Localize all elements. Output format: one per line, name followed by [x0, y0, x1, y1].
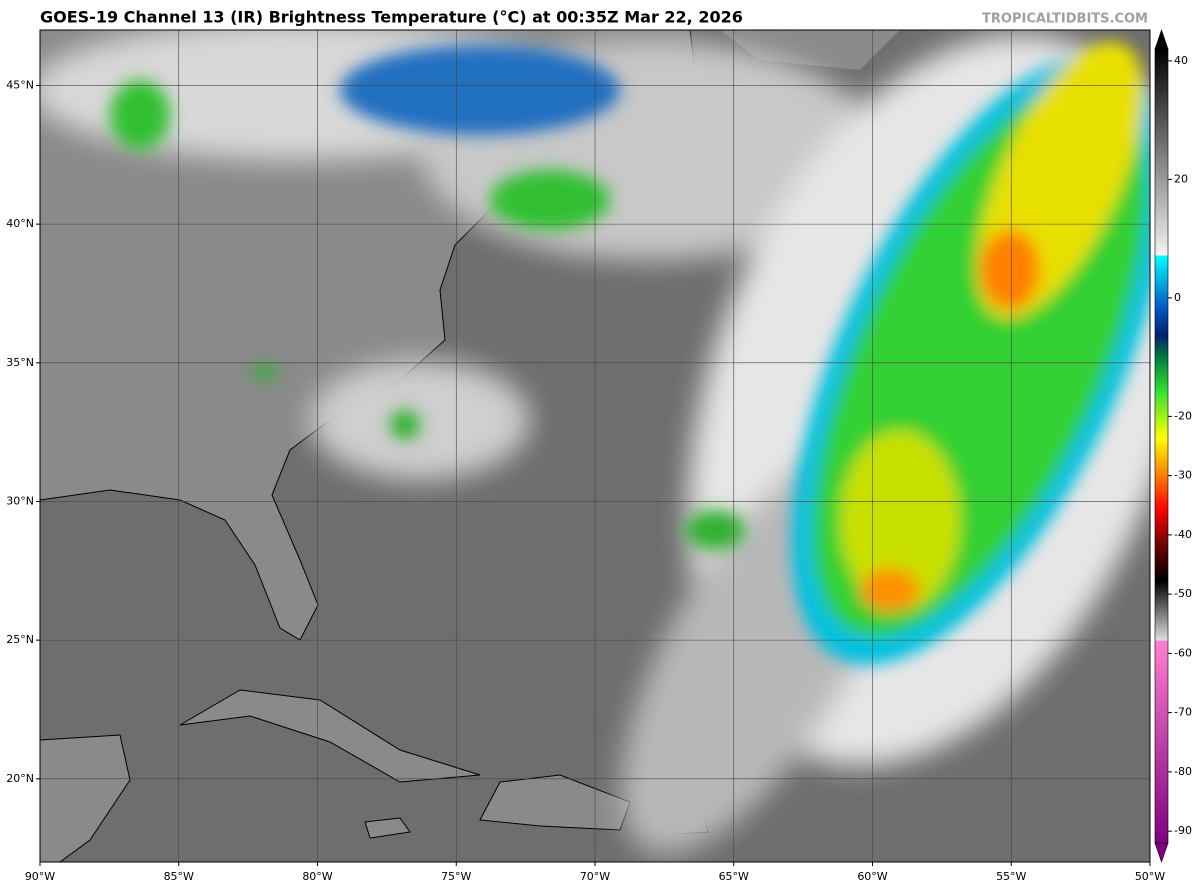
- x-tick-label: 65°W: [719, 870, 749, 883]
- colorbar-scale: [1154, 48, 1169, 844]
- y-tick-label: 45°N: [6, 78, 34, 91]
- colorbar-tick-label: 0: [1174, 291, 1181, 304]
- map-title: GOES-19 Channel 13 (IR) Brightness Tempe…: [40, 8, 743, 27]
- land-north-america: [40, 30, 700, 640]
- x-tick-label: 50°W: [1135, 870, 1165, 883]
- y-tick-label: 35°N: [6, 356, 34, 369]
- colorbar-extend: [1154, 842, 1169, 863]
- colorbar-tick-label: -20: [1174, 409, 1192, 422]
- x-tick-label: 80°W: [302, 870, 332, 883]
- colorbar-tick-label: -30: [1174, 469, 1192, 482]
- colorbar-tick-label: -70: [1174, 706, 1192, 719]
- x-tick-label: 85°W: [164, 870, 194, 883]
- convection: [110, 41, 1150, 665]
- x-tick-label: 55°W: [996, 870, 1026, 883]
- land-yucatan: [40, 734, 131, 862]
- x-tick-label: 60°W: [857, 870, 887, 883]
- watermark: TROPICALTIDBITS.COM: [982, 12, 1148, 27]
- y-tick-label: 20°N: [6, 772, 34, 785]
- land-hispaniola: [479, 774, 631, 831]
- colorbar-tick-label: -80: [1174, 765, 1192, 778]
- x-tick-label: 75°W: [441, 870, 471, 883]
- y-tick-label: 30°N: [6, 494, 34, 507]
- colorbar-tick-label: 20: [1174, 172, 1188, 185]
- colorbar-tick-label: -90: [1174, 824, 1192, 837]
- land-jamaica: [364, 817, 411, 839]
- colorbar-extend: [1154, 29, 1169, 50]
- colorbar-tick-label: -60: [1174, 646, 1192, 659]
- x-tick-label: 90°W: [25, 870, 55, 883]
- x-tick-label: 70°W: [580, 870, 610, 883]
- graticule: [40, 30, 1150, 862]
- colorbar: 40 20 0 -20 -30 -40 -50 -60 -70 -80 -90: [1154, 29, 1192, 863]
- y-tick-label: 40°N: [6, 217, 34, 230]
- land-cuba: [179, 689, 481, 783]
- colorbar-tick-label: 40: [1174, 54, 1188, 67]
- colorbar-tick-label: -50: [1174, 587, 1192, 600]
- colorbar-tick-label: -40: [1174, 528, 1192, 541]
- satellite-image: [40, 30, 1150, 862]
- y-tick-label: 25°N: [6, 633, 34, 646]
